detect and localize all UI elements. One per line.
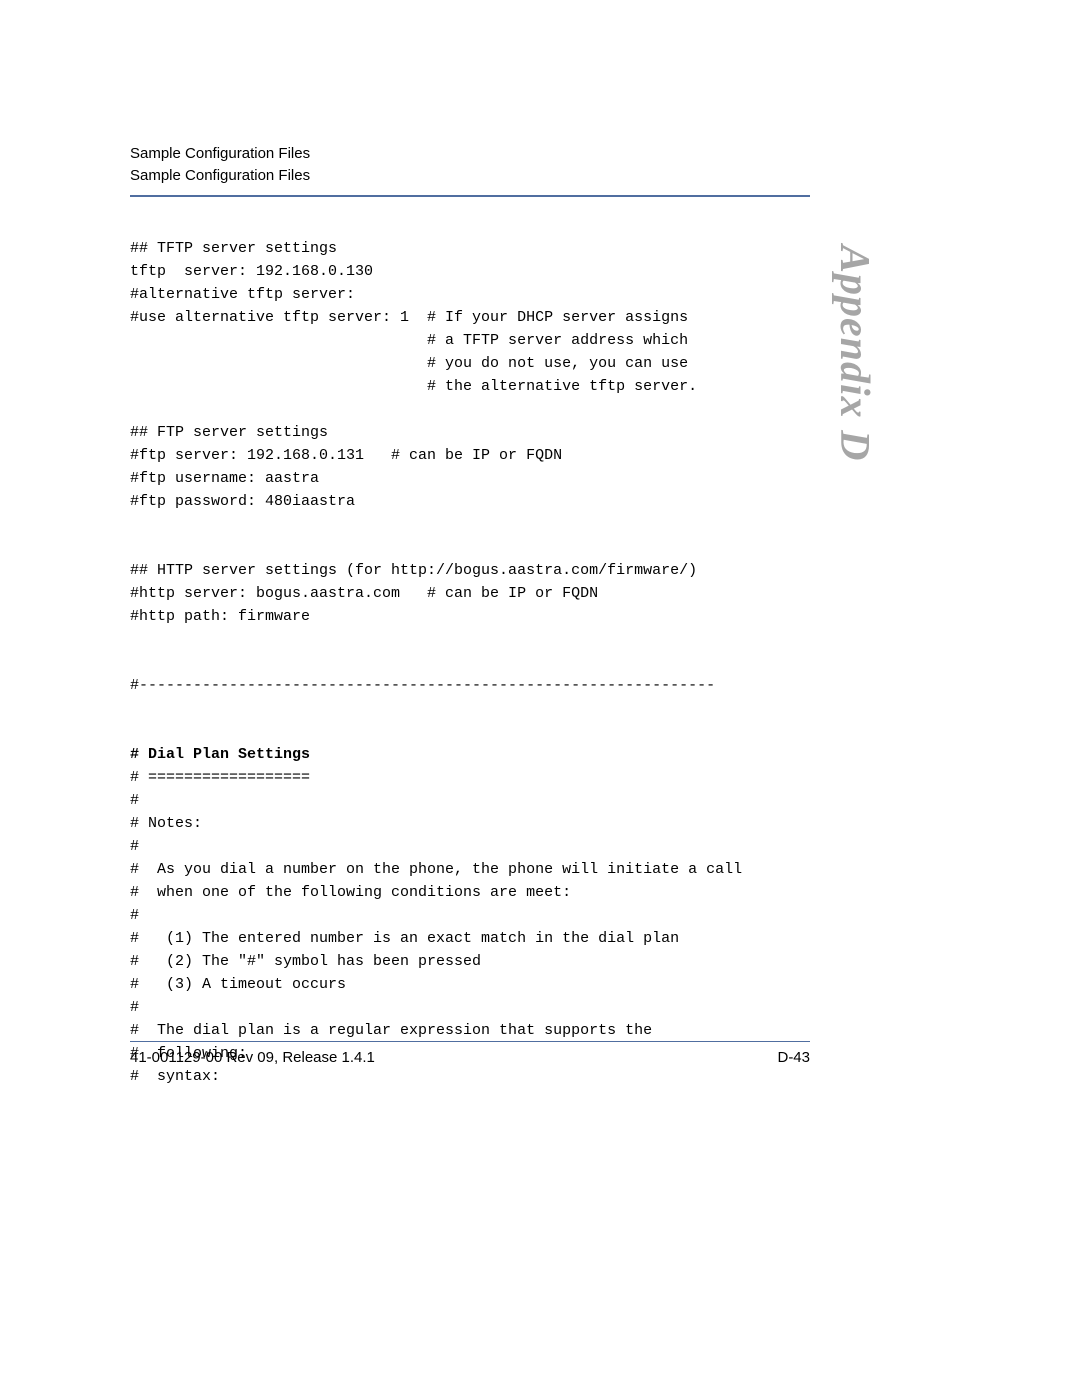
header-section-title: Sample Configuration Files (130, 144, 810, 164)
footer-right: D-43 (777, 1049, 810, 1066)
code-lines-1: ## TFTP server settings tftp server: 192… (130, 240, 715, 694)
footer-left: 41-001129-00 Rev 09, Release 1.4.1 (130, 1049, 375, 1066)
code-block: ## TFTP server settings tftp server: 192… (130, 237, 810, 1088)
header-rule (130, 195, 810, 197)
code-bold-heading: # Dial Plan Settings (130, 746, 310, 763)
page-footer: 41-001129-00 Rev 09, Release 1.4.1 D-43 (130, 1041, 810, 1066)
code-lines-2: # ================== # # Notes: # # As y… (130, 769, 742, 1085)
footer-rule (130, 1041, 810, 1042)
page-content: Sample Configuration Files Sample Config… (130, 144, 810, 1088)
footer-row: 41-001129-00 Rev 09, Release 1.4.1 D-43 (130, 1049, 810, 1066)
appendix-side-label: Appendix D (830, 245, 878, 462)
header-subsection-title: Sample Configuration Files (130, 166, 810, 186)
